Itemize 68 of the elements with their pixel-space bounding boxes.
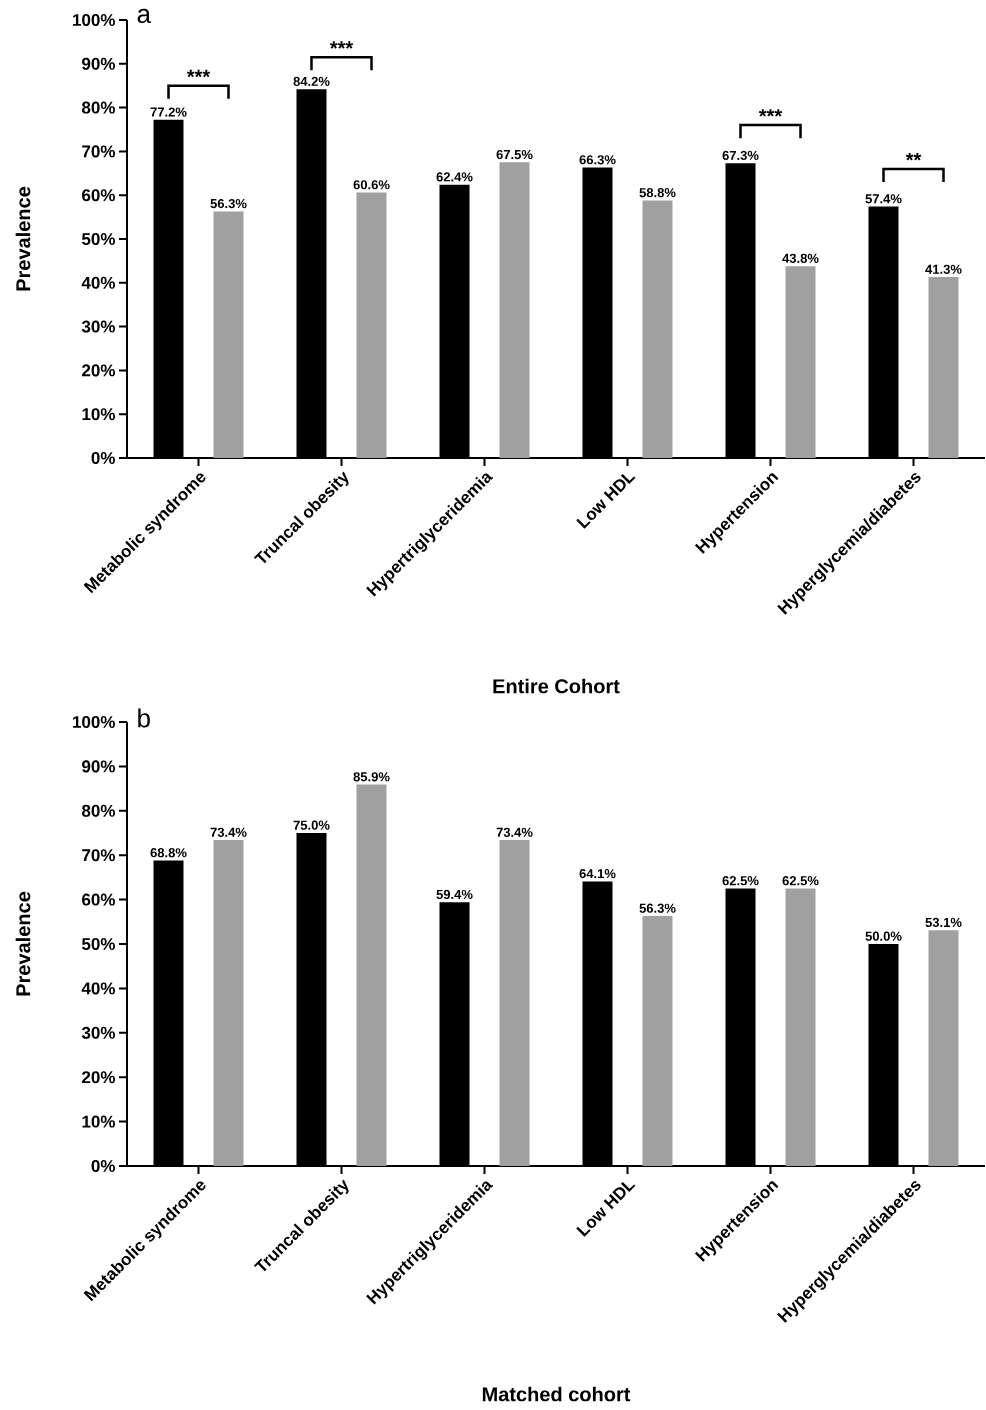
data-label: 73.4%: [496, 827, 533, 837]
annotation: ***: [329, 41, 354, 49]
data-label: 84.2%: [293, 76, 330, 86]
data-label: 62.5%: [722, 876, 759, 886]
annotation: ***: [186, 69, 211, 78]
bar: [928, 930, 959, 1166]
x-axis-title: Entire Cohort: [493, 678, 620, 694]
y-tick-label: 10%: [82, 408, 116, 421]
bar: [499, 162, 530, 458]
data-label: 67.5%: [496, 149, 533, 160]
annotation: **: [905, 152, 922, 161]
y-tick-label: 100%: [73, 715, 115, 729]
data-label: 73.4%: [210, 827, 247, 837]
data-label: 59.4%: [436, 889, 473, 900]
y-tick-label: 60%: [82, 893, 116, 906]
chart-title: a: [137, 8, 151, 24]
data-label: 56.3%: [639, 903, 676, 913]
y-tick-label: 0%: [91, 1159, 116, 1173]
y-tick-label: 0%: [91, 451, 116, 465]
y-tick-label: 40%: [81, 982, 116, 995]
y-tick-label: 60%: [82, 189, 116, 202]
annotation: ***: [758, 109, 783, 117]
data-label: 60.6%: [353, 180, 390, 190]
bar: [785, 266, 816, 458]
data-label: 43.8%: [782, 253, 819, 263]
y-tick-label: 80%: [81, 101, 116, 114]
bar: [356, 784, 387, 1166]
y-tick-label: 10%: [82, 1115, 116, 1128]
bar: [642, 200, 673, 458]
y-axis-title: Prevalence: [15, 891, 31, 996]
data-label: 64.1%: [579, 868, 616, 879]
data-label: 62.5%: [782, 876, 819, 886]
data-label: 67.3%: [722, 150, 759, 161]
y-tick-label: 50%: [81, 232, 116, 246]
y-tick-label: 20%: [82, 364, 116, 377]
data-label: 57.4%: [865, 194, 902, 204]
x-axis-title: Matched cohort: [482, 1386, 631, 1402]
bar: [213, 211, 244, 458]
y-tick-label: 30%: [81, 320, 116, 333]
y-tick-label: 100%: [73, 13, 115, 27]
data-label: 75.0%: [293, 820, 330, 830]
data-label: 62.4%: [436, 172, 473, 182]
data-label: 77.2%: [150, 107, 187, 117]
data-label: 53.1%: [925, 917, 962, 928]
data-label: 68.8%: [150, 848, 187, 858]
y-tick-label: 70%: [82, 145, 116, 158]
y-tick-label: 90%: [82, 57, 116, 70]
data-label: 50.0%: [865, 931, 902, 941]
bar: [928, 277, 959, 458]
y-tick-label: 30%: [81, 1026, 116, 1039]
y-tick-label: 70%: [82, 849, 116, 862]
y-tick-label: 50%: [81, 937, 116, 951]
bar: [213, 840, 244, 1166]
y-tick-label: 90%: [82, 760, 116, 773]
bar: [356, 192, 387, 458]
y-tick-label: 80%: [81, 804, 116, 817]
data-label: 56.3%: [210, 198, 247, 209]
y-tick-label: 40%: [81, 276, 116, 289]
data-label: 41.3%: [925, 264, 962, 274]
chart-title: b: [138, 708, 150, 728]
y-axis-title: Prevalence: [15, 186, 31, 291]
data-label: 66.3%: [579, 155, 616, 165]
bar: [785, 888, 816, 1166]
data-label: 85.9%: [353, 772, 390, 782]
data-label: 58.8%: [639, 188, 676, 198]
y-tick-label: 20%: [82, 1071, 116, 1084]
bar: [499, 840, 530, 1166]
bar: [642, 916, 673, 1166]
